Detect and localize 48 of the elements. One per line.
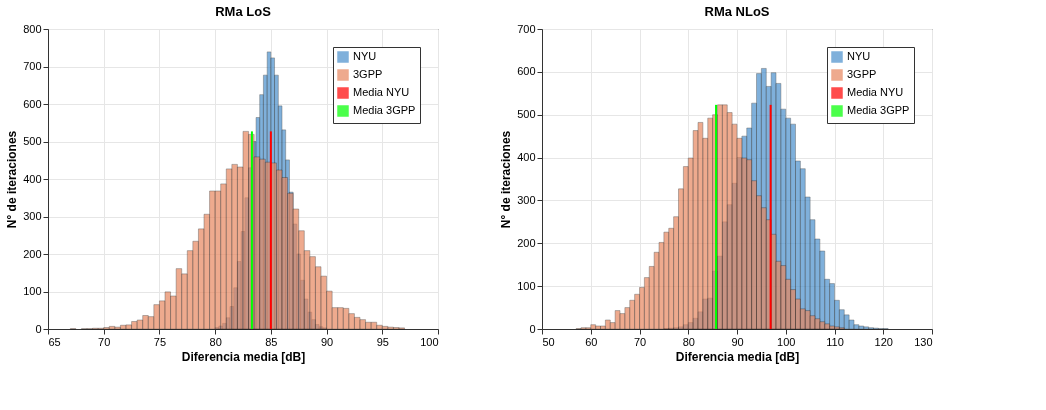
x-tick-label: 110: [826, 335, 844, 348]
x-tick-label: 100: [420, 335, 439, 348]
x-tick-label: 80: [209, 335, 222, 348]
x-tick-label: 60: [585, 335, 598, 348]
y-tick-label: 100: [23, 285, 42, 297]
legend-label: Media NYU: [847, 86, 904, 98]
x-tick-label: 80: [682, 335, 695, 348]
x-axis-title: Diferencia media [dB]: [181, 349, 306, 364]
y-tick-label: 300: [23, 210, 42, 222]
y-tick-label: 600: [23, 97, 42, 110]
x-tick-label: 85: [265, 335, 278, 348]
y-tick-label: 200: [23, 247, 42, 260]
x-tick-label: 90: [320, 335, 334, 348]
y-tick-label: 300: [517, 193, 536, 206]
y-tick-label: 600: [517, 65, 536, 78]
x-tick-label: 130: [914, 335, 933, 348]
legend-label: 3GPP: [353, 68, 383, 80]
y-tick-label: 0: [35, 322, 42, 335]
y-tick-label: 400: [23, 172, 42, 185]
x-tick-label: 70: [633, 335, 647, 348]
y-tick-label: 400: [517, 151, 536, 164]
legend-label: Media 3GPP: [847, 104, 910, 116]
x-tick-label: 65: [48, 335, 61, 348]
y-tick-label: 100: [517, 279, 536, 292]
x-tick-label: 95: [376, 335, 389, 348]
y-tick-label: 200: [517, 236, 536, 249]
y-tick-label: 800: [23, 22, 42, 35]
y-tick-label: 0: [529, 322, 536, 335]
chart-title: RMa LoS: [215, 4, 272, 19]
y-tick-label: 700: [517, 22, 536, 35]
x-tick-label: 120: [874, 335, 893, 348]
x-axis-title: Diferencia media [dB]: [675, 349, 800, 364]
x-tick-label: 70: [98, 335, 111, 348]
y-tick-label: 500: [517, 108, 536, 121]
chart-title: RMa NLoS: [704, 4, 770, 19]
x-tick-label: 75: [153, 335, 167, 348]
x-tick-label: 90: [731, 335, 744, 348]
x-tick-label: 50: [542, 335, 555, 348]
legend-label: NYU: [353, 50, 377, 62]
y-tick-label: 700: [23, 60, 42, 72]
legend-label: 3GPP: [847, 68, 877, 80]
x-tick-label: 100: [777, 335, 796, 348]
y-tick-label: 500: [23, 135, 42, 147]
legend-label: Media NYU: [353, 86, 410, 98]
y-axis-title: N° de iteraciones: [499, 130, 514, 229]
y-axis-title: N° de iteraciones: [5, 130, 20, 229]
legend-label: NYU: [847, 50, 871, 62]
legend-label: Media 3GPP: [353, 104, 416, 116]
